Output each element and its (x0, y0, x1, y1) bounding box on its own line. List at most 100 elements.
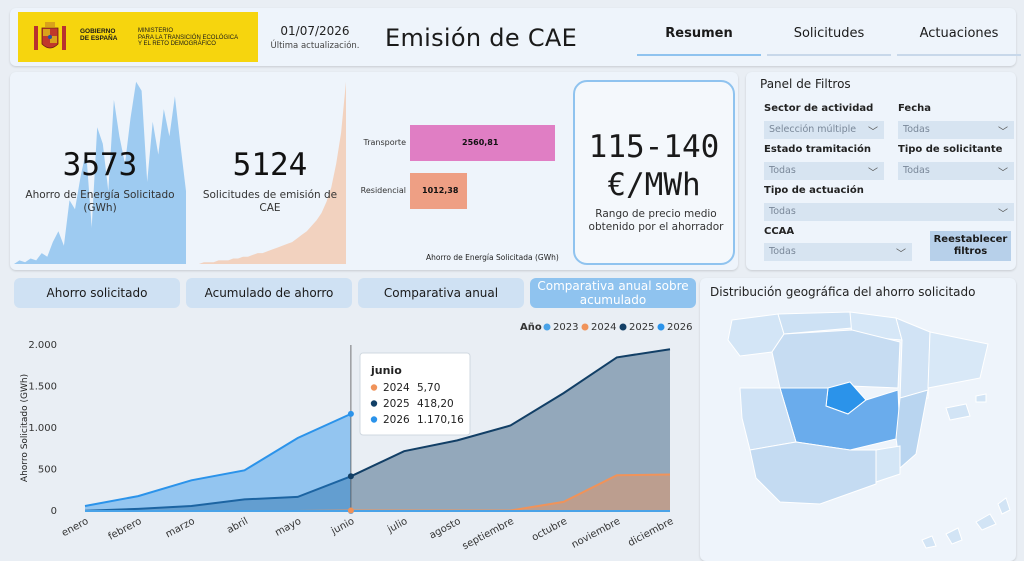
area-chart: Ahorro Solicitado (GWh) 0 500 1.000 1.500 2.0… (20, 322, 692, 552)
ahorro-sparkline (14, 81, 186, 264)
logo-gobierno-text: GOBIERNO DE ESPAÑA (80, 28, 118, 42)
region-canarias[interactable] (921, 497, 1011, 549)
y-tick-label: 0 (51, 506, 57, 517)
x-tick-label: octubre (530, 516, 569, 544)
x-tick-label: febrero (107, 516, 144, 543)
tipo-actuacion-filter-select[interactable]: Todas ﹀ (764, 203, 1014, 221)
sparkline-area (14, 81, 186, 264)
y-tick-label: 2.000 (28, 340, 57, 351)
region-andalucia[interactable] (749, 441, 877, 505)
region-valencia[interactable] (895, 389, 929, 469)
tab-resumen[interactable]: Resumen (637, 24, 761, 56)
view-button-comparativa-anual[interactable]: Comparativa anual (358, 278, 524, 308)
ccaa-filter-label: CCAA (764, 226, 795, 237)
x-tick-label: septiembre (461, 516, 516, 552)
price-unit: €/MWh (607, 167, 701, 203)
legend-label-2025: 2025 (629, 322, 654, 333)
x-tick-label: diciembre (626, 516, 675, 549)
sector-filter-label: Sector de actividad (764, 103, 874, 114)
solicitudes-kpi-value: 5124 (232, 147, 308, 183)
tipo-solicitante-filter-select[interactable]: Todas ﹀ (898, 162, 1014, 180)
tooltip-marker-2025 (370, 400, 378, 407)
estado-filter-label: Estado tramitación (764, 144, 872, 155)
tooltip-value-2025: 418,20 (417, 398, 454, 410)
tooltip: junio 2024 5,70 2025 418,20 2026 1.170,16 (359, 352, 471, 436)
page-title: Emisión de CAE (385, 24, 578, 52)
estado-filter-value: Todas (769, 165, 796, 176)
sector-bar-residencial[interactable] (410, 173, 468, 209)
legend-marker-2024 (581, 323, 589, 331)
legend-title: Año (520, 322, 542, 333)
sector-filter-value: Selección múltiple (769, 124, 857, 135)
region-murcia[interactable] (875, 445, 901, 483)
bar-axis-label: Ahorro de Energía Solicitada (GWh) (426, 253, 559, 262)
chevron-down-icon: ﹀ (998, 209, 1008, 220)
point-2024-junio (347, 507, 354, 514)
tooltip-year-2024: 2024 (383, 382, 410, 394)
x-tick-label: abril (225, 516, 250, 536)
solicitudes-sparkline (194, 81, 346, 264)
chevron-down-icon: ﹀ (868, 168, 878, 179)
price-card: 115-140 €/MWh Rango de precio medio obte… (573, 80, 735, 265)
x-tick-label: mayo (273, 516, 303, 539)
tipo-actuacion-filter-label: Tipo de actuación (764, 185, 864, 196)
filter-panel-title: Panel de Filtros (760, 77, 851, 91)
x-tick-label: julio (385, 516, 409, 536)
price-label: Rango de precio medio obtenido por el ah… (588, 208, 724, 233)
series-area-2025 (85, 349, 670, 511)
tooltip-marker-2024 (370, 384, 378, 391)
tab-label: Solicitudes (793, 26, 865, 41)
x-tick-label: marzo (164, 516, 197, 540)
chevron-down-icon: ﹀ (896, 249, 906, 260)
point-2025-junio (347, 473, 354, 480)
bar-value-transporte: 2560,81 (462, 138, 499, 147)
chevron-down-icon: ﹀ (998, 168, 1008, 179)
tooltip-title: junio (370, 364, 402, 377)
spain-choropleth-map[interactable] (700, 278, 1016, 561)
tipo-actuacion-filter-value: Todas (769, 206, 796, 217)
view-button-acumulado[interactable]: Acumulado de ahorro (186, 278, 352, 308)
y-axis-label: Ahorro Solicitado (GWh) (20, 374, 30, 482)
tooltip-value-2024: 5,70 (417, 382, 440, 394)
tipo-solicitante-filter-label: Tipo de solicitante (898, 144, 1003, 155)
chevron-down-icon: ﹀ (868, 127, 878, 138)
region-baleares[interactable] (945, 393, 987, 421)
kpi-panel: 3573 Ahorro de Energía Solicitado (GWh) … (10, 72, 738, 270)
region-aragon[interactable] (895, 317, 931, 401)
tooltip-value-2026: 1.170,16 (417, 414, 464, 426)
logo-ministerio-text: MINISTERIO PARA LA TRANSICIÓN ECOLÓGICA … (138, 28, 239, 47)
tipo-solicitante-filter-value: Todas (903, 165, 930, 176)
x-tick-label: enero (60, 516, 90, 539)
y-tick-label: 500 (38, 465, 57, 476)
tab-actuaciones[interactable]: Actuaciones (897, 24, 1021, 56)
y-tick-label: 1.500 (28, 382, 57, 393)
series-line-2026 (84, 412, 352, 507)
map-title: Distribución geográfica del ahorro solic… (710, 285, 976, 299)
chevron-down-icon: ﹀ (998, 127, 1008, 138)
filter-panel: Panel de Filtros Sector de actividad Sel… (746, 72, 1016, 270)
last-update-date: 01/07/2026 (280, 24, 350, 38)
series-line-2025 (84, 348, 671, 512)
last-update-label: Última actualización. (270, 41, 360, 51)
ccaa-filter-value: Todas (769, 246, 796, 257)
sector-filter-select[interactable]: Selección múltiple ﹀ (764, 121, 884, 139)
tooltip-marker-2026 (370, 416, 378, 423)
estado-filter-select[interactable]: Todas ﹀ (764, 162, 884, 180)
view-button-comparativa-acumulado[interactable]: Comparativa anual sobre acumulado (530, 278, 696, 308)
point-2026-junio (347, 410, 354, 417)
view-button-ahorro-solicitado[interactable]: Ahorro solicitado (14, 278, 180, 308)
sector-bar-transporte[interactable] (410, 125, 555, 161)
fecha-filter-select[interactable]: Todas ﹀ (898, 121, 1014, 139)
coat-of-arms-icon (34, 22, 66, 50)
legend-marker-2026 (657, 323, 665, 331)
x-tick-label: noviembre (570, 516, 622, 551)
fecha-filter-label: Fecha (898, 103, 932, 114)
header: GOBIERNO DE ESPAÑA MINISTERIO PARA LA TR… (10, 8, 1021, 66)
bar-value-residencial: 1012,38 (422, 186, 459, 195)
reset-filters-button[interactable]: Reestablecer filtros (930, 231, 1011, 261)
region-cataluna[interactable] (927, 331, 989, 389)
legend-label-2026: 2026 (667, 322, 692, 333)
tab-solicitudes[interactable]: Solicitudes (767, 24, 891, 56)
tab-label: Actuaciones (919, 26, 999, 41)
ccaa-filter-select[interactable]: Todas ﹀ (764, 243, 912, 261)
